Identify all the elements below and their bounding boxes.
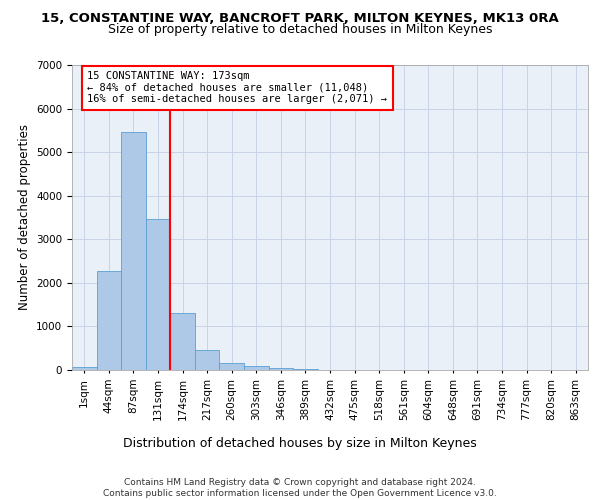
Bar (121, 132, 146, 370)
Y-axis label: Number of detached properties: Number of detached properties (17, 124, 31, 310)
Text: Size of property relative to detached houses in Milton Keynes: Size of property relative to detached ho… (108, 22, 492, 36)
Text: 15 CONSTANTINE WAY: 173sqm
← 84% of detached houses are smaller (11,048)
16% of : 15 CONSTANTINE WAY: 173sqm ← 84% of deta… (88, 71, 388, 104)
Bar (195, 350, 220, 370)
Text: Contains HM Land Registry data © Crown copyright and database right 2024.
Contai: Contains HM Land Registry data © Crown c… (103, 478, 497, 498)
Bar (244, 366, 269, 370)
Bar (146, 219, 170, 370)
Bar (72, 366, 97, 370)
Bar (170, 313, 195, 370)
Text: Distribution of detached houses by size in Milton Keynes: Distribution of detached houses by size … (123, 437, 477, 450)
Bar (293, 368, 318, 370)
Bar (97, 271, 121, 370)
Bar (220, 363, 244, 370)
Bar (269, 368, 293, 370)
Text: 15, CONSTANTINE WAY, BANCROFT PARK, MILTON KEYNES, MK13 0RA: 15, CONSTANTINE WAY, BANCROFT PARK, MILT… (41, 12, 559, 26)
